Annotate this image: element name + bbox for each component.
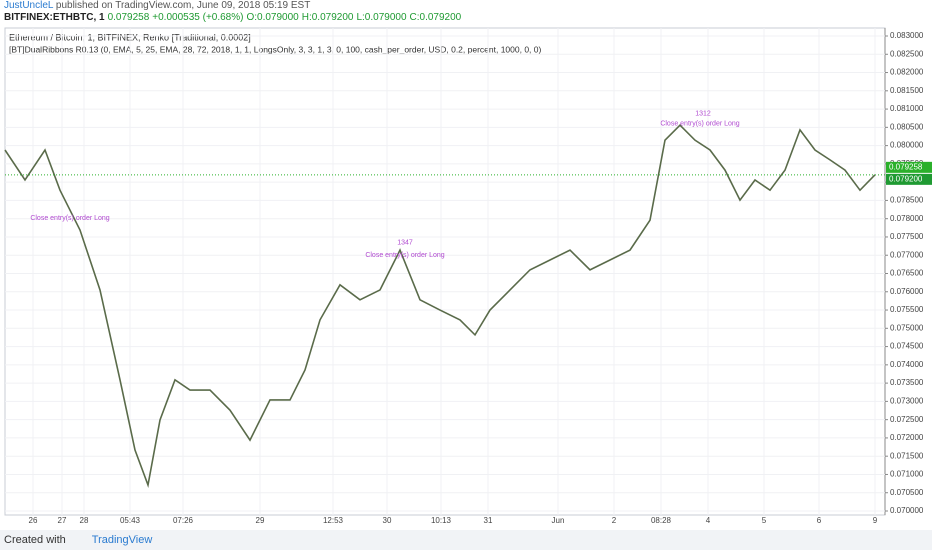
chart: Ethereum / Bitcoin, 1, BITFINEX, Renko [… — [4, 27, 932, 525]
high: H:0.079200 — [301, 12, 354, 23]
y-tick-label: 0.077500 — [890, 232, 924, 241]
last-price-label: 0.079258 — [889, 162, 923, 171]
y-tick-label: 0.080000 — [890, 141, 924, 150]
y-tick-label: 0.074000 — [890, 360, 924, 369]
close: C:0.079200 — [409, 12, 462, 23]
x-tick-label: 2 — [612, 516, 617, 525]
close-price-label: 0.079200 — [889, 174, 923, 183]
low: L:0.079000 — [356, 12, 407, 23]
symbol-line: BITFINEX:ETHBTC, 1 0.079258 +0.000535 (+0.… — [4, 12, 464, 24]
annotation: Close entry(s) order Long — [30, 215, 109, 222]
publish-line: JustUncleL published on TradingView.com,… — [4, 0, 464, 12]
y-tick-label: 0.071000 — [890, 470, 924, 479]
y-tick-label: 0.075000 — [890, 323, 924, 332]
x-tick-label: 10:13 — [431, 516, 452, 525]
brand[interactable]: TradingView — [91, 534, 153, 546]
y-tick-label: 0.077000 — [890, 250, 924, 259]
y-tick-label: 0.074500 — [890, 342, 924, 351]
x-tick-label: 08:28 — [651, 516, 672, 525]
price-line — [4, 124, 876, 489]
close-price-box — [886, 173, 932, 185]
y-tick-label: 0.080500 — [890, 122, 924, 131]
y-tick-label: 0.070000 — [890, 506, 924, 515]
x-tick-label: Jun — [552, 516, 565, 525]
author[interactable]: JustUncleL — [4, 0, 54, 11]
x-tick-label: 29 — [256, 516, 265, 525]
y-tick-label: 0.082500 — [890, 49, 924, 58]
x-tick-label: 31 — [484, 516, 493, 525]
y-tick-label: 0.081000 — [890, 104, 924, 113]
x-tick-label: 28 — [80, 516, 89, 525]
x-tick-label: 9 — [873, 516, 878, 525]
y-tick-label: 0.078500 — [890, 196, 924, 205]
x-tick-label: 05:43 — [120, 516, 141, 525]
y-tick-label: 0.076000 — [890, 287, 924, 296]
annotation: Close entry(s) order Long — [365, 252, 444, 259]
change: +0.000535 (+0.68%) — [152, 12, 244, 23]
created-with: Created with — [4, 534, 66, 546]
x-tick-label: 26 — [29, 516, 38, 525]
published: published on TradingView.com, June 09, 2… — [55, 0, 311, 11]
plot-frame — [4, 27, 886, 516]
indicator-label: [BT]DualRibbons R0.13 (0, EMA, 5, 25, EM… — [9, 44, 542, 54]
annotation: Close entry(s) order Long — [660, 121, 739, 128]
y-tick-label: 0.073500 — [890, 378, 924, 387]
annotation: 1347 — [397, 239, 413, 246]
y-tick-label: 0.071500 — [890, 451, 924, 460]
open: O:0.079000 — [246, 12, 299, 23]
annotation: 1312 — [695, 111, 711, 118]
y-tick-label: 0.073000 — [890, 396, 924, 405]
footer: Created with TradingView — [0, 530, 932, 550]
y-tick-label: 0.081500 — [890, 86, 924, 95]
x-tick-label: 12:53 — [323, 516, 344, 525]
y-tick-label: 0.083000 — [890, 31, 924, 40]
header: JustUncleL published on TradingView.com,… — [4, 0, 464, 24]
y-tick-label: 0.076500 — [890, 269, 924, 278]
symbol: BITFINEX:ETHBTC, 1 — [4, 12, 105, 23]
y-tick-label: 0.075500 — [890, 305, 924, 314]
x-tick-label: 30 — [383, 516, 392, 525]
y-tick-label: 0.070500 — [890, 488, 924, 497]
y-tick-label: 0.078000 — [890, 214, 924, 223]
x-tick-label: 4 — [706, 516, 711, 525]
y-tick-label: 0.072500 — [890, 415, 924, 424]
y-tick-label: 0.082000 — [890, 68, 924, 77]
last: 0.079258 — [107, 12, 150, 23]
y-tick-label: 0.072000 — [890, 433, 924, 442]
last-price-box — [886, 161, 932, 173]
x-tick-label: 5 — [762, 516, 767, 525]
x-tick-label: 27 — [58, 516, 67, 525]
x-tick-label: 07:26 — [173, 516, 194, 525]
x-tick-label: 6 — [817, 516, 822, 525]
